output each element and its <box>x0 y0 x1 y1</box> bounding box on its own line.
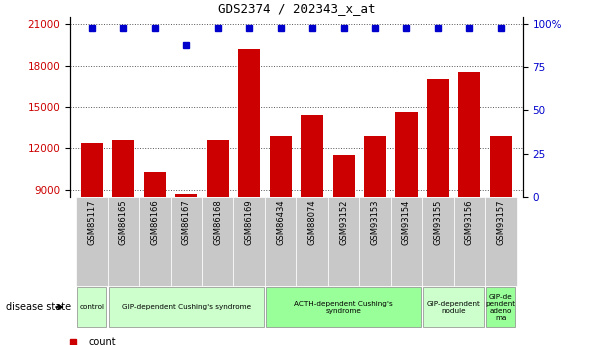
Text: GSM86434: GSM86434 <box>276 199 285 245</box>
Text: ACTH-dependent Cushing's
syndrome: ACTH-dependent Cushing's syndrome <box>294 300 393 314</box>
Bar <box>301 115 323 197</box>
Bar <box>490 136 512 197</box>
Text: control: control <box>80 304 105 310</box>
Bar <box>485 197 517 286</box>
Text: GIP-de
pendent
adeno
ma: GIP-de pendent adeno ma <box>486 294 516 321</box>
Title: GDS2374 / 202343_x_at: GDS2374 / 202343_x_at <box>218 2 375 15</box>
Bar <box>364 136 386 197</box>
Bar <box>207 140 229 197</box>
Bar <box>333 155 354 197</box>
Text: GSM93155: GSM93155 <box>434 199 443 245</box>
Bar <box>109 287 264 327</box>
Text: GIP-dependent Cushing's syndrome: GIP-dependent Cushing's syndrome <box>122 304 251 310</box>
Bar <box>486 287 516 327</box>
Bar <box>265 197 297 286</box>
Bar <box>395 112 418 197</box>
Bar <box>233 197 265 286</box>
Bar <box>424 287 484 327</box>
Bar <box>112 140 134 197</box>
Bar <box>238 49 260 197</box>
Bar <box>76 197 108 286</box>
Text: GSM85117: GSM85117 <box>88 199 97 245</box>
Bar <box>359 197 391 286</box>
Bar <box>171 197 202 286</box>
Text: GSM86167: GSM86167 <box>182 199 191 245</box>
Bar <box>328 197 359 286</box>
Bar <box>391 197 422 286</box>
Text: GSM93153: GSM93153 <box>370 199 379 245</box>
Bar <box>458 72 480 197</box>
Text: GIP-dependent
nodule: GIP-dependent nodule <box>427 300 480 314</box>
Text: GSM93152: GSM93152 <box>339 199 348 245</box>
Text: GSM86169: GSM86169 <box>244 199 254 245</box>
Text: GSM93154: GSM93154 <box>402 199 411 245</box>
Bar <box>270 136 292 197</box>
Text: GSM86166: GSM86166 <box>150 199 159 245</box>
Bar <box>202 197 233 286</box>
Bar <box>77 287 106 327</box>
Bar <box>144 172 166 197</box>
Text: count: count <box>89 337 117 345</box>
Bar <box>454 197 485 286</box>
Bar <box>175 194 198 197</box>
Text: GSM93156: GSM93156 <box>465 199 474 245</box>
Bar <box>81 143 103 197</box>
Bar <box>296 197 328 286</box>
Text: GSM86165: GSM86165 <box>119 199 128 245</box>
Bar <box>108 197 139 286</box>
Text: GSM93157: GSM93157 <box>496 199 505 245</box>
Bar <box>427 79 449 197</box>
Bar <box>139 197 171 286</box>
Text: GSM86168: GSM86168 <box>213 199 223 245</box>
Text: disease state: disease state <box>6 302 71 312</box>
Bar <box>266 287 421 327</box>
Text: GSM88074: GSM88074 <box>308 199 317 245</box>
Bar <box>422 197 454 286</box>
